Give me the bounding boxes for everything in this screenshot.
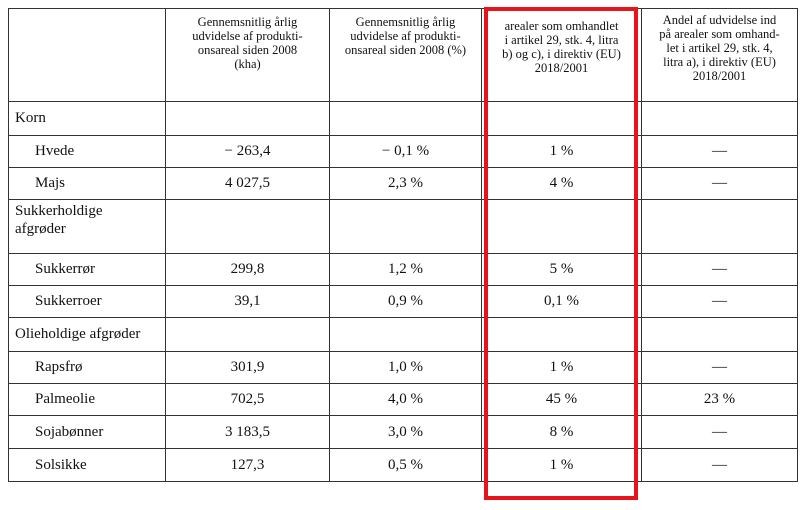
table-row: Sukkerrør 299,8 1,2 % 5 % — [8, 253, 798, 286]
share-a: — [641, 285, 798, 318]
expansion-pct: − 0,1 % [329, 135, 482, 168]
expansion-kha: 301,9 [165, 351, 330, 384]
share-a: — [641, 135, 798, 168]
header-share-a: Andel af udvidelse ind på arealer som om… [641, 8, 798, 102]
expansion-kha: 127,3 [165, 448, 330, 482]
category-label: Korn [8, 101, 166, 136]
expansion-kha: 4 027,5 [165, 167, 330, 200]
crop-label: Sojabønner [8, 415, 166, 449]
crop-label: Sukkerrør [8, 253, 166, 286]
expansion-pct: 1,0 % [329, 351, 482, 384]
crop-label: Majs [8, 167, 166, 200]
share-a: — [641, 253, 798, 286]
expansion-pct: 3,0 % [329, 415, 482, 449]
expansion-pct: 1,2 % [329, 253, 482, 286]
share-bc: 5 % [481, 253, 642, 286]
crop-label: Solsikke [8, 448, 166, 482]
data-table: Gennemsnitlig årlig udvidelse af produkt… [8, 8, 798, 482]
category-label: Olieholdige afgrøder [8, 317, 166, 352]
table-row: Rapsfrø 301,9 1,0 % 1 % — [8, 351, 798, 384]
header-expansion-kha: Gennemsnitlig årlig udvidelse af produkt… [165, 8, 330, 102]
category-label: Sukkerholdige afgrøder [8, 199, 166, 254]
share-bc: 0,1 % [481, 285, 642, 318]
table-row: Hvede − 263,4 − 0,1 % 1 % — [8, 135, 798, 168]
share-bc: 1 % [481, 448, 642, 482]
crop-label: Hvede [8, 135, 166, 168]
expansion-kha: − 263,4 [165, 135, 330, 168]
expansion-pct: 2,3 % [329, 167, 482, 200]
table-row: Sojabønner 3 183,5 3,0 % 8 % — [8, 415, 798, 449]
share-a: — [641, 415, 798, 449]
share-bc: 1 % [481, 351, 642, 384]
crop-label: Sukkerroer [8, 285, 166, 318]
table-row: Palmeolie 702,5 4,0 % 45 % 23 % [8, 383, 798, 416]
share-a: — [641, 167, 798, 200]
share-a: — [641, 448, 798, 482]
table-row-category: Sukkerholdige afgrøder [8, 199, 798, 254]
share-a: — [641, 351, 798, 384]
expansion-kha: 3 183,5 [165, 415, 330, 449]
share-bc: 8 % [481, 415, 642, 449]
expansion-kha: 39,1 [165, 285, 330, 318]
crop-label: Palmeolie [8, 383, 166, 416]
table-row-category: Korn [8, 101, 798, 136]
header-areas-bc: arealer som omhandlet i artikel 29, stk.… [481, 8, 642, 102]
share-a: 23 % [641, 383, 798, 416]
header-empty-cell [8, 8, 166, 102]
table-row: Sukkerroer 39,1 0,9 % 0,1 % — [8, 285, 798, 318]
expansion-pct: 0,5 % [329, 448, 482, 482]
crop-label: Rapsfrø [8, 351, 166, 384]
expansion-pct: 0,9 % [329, 285, 482, 318]
expansion-kha: 702,5 [165, 383, 330, 416]
share-bc: 45 % [481, 383, 642, 416]
share-bc: 4 % [481, 167, 642, 200]
header-row: Gennemsnitlig årlig udvidelse af produkt… [8, 8, 798, 102]
expansion-kha: 299,8 [165, 253, 330, 286]
header-expansion-pct: Gennemsnitlig årlig udvidelse af produkt… [329, 8, 482, 102]
expansion-pct: 4,0 % [329, 383, 482, 416]
table-row-category: Olieholdige afgrøder [8, 317, 798, 352]
table-row: Majs 4 027,5 2,3 % 4 % — [8, 167, 798, 200]
table-row: Solsikke 127,3 0,5 % 1 % — [8, 448, 798, 482]
share-bc: 1 % [481, 135, 642, 168]
